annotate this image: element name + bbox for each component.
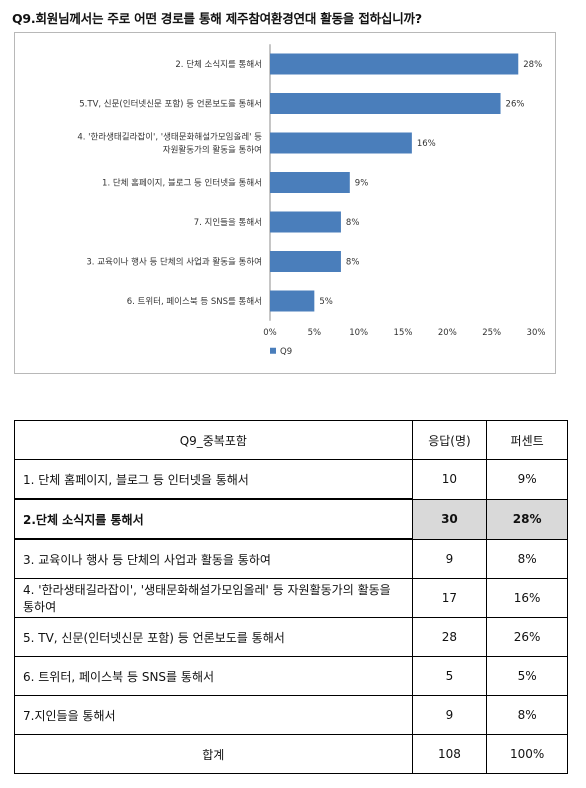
bar — [270, 290, 315, 312]
x-tick-label: 15% — [394, 328, 413, 338]
bar — [270, 172, 350, 193]
row-percent: 8% — [486, 538, 568, 579]
category-label-line: 3. 교육이나 행사 등 단체의 사업과 활동을 통하여 — [86, 257, 262, 268]
header-percent: 퍼센트 — [486, 420, 568, 460]
category-label: 2. 단체 소식지를 통해서 — [175, 59, 262, 70]
category-label-line: 1. 단체 홈페이지, 블로그 등 인터넷을 통해서 — [102, 178, 262, 189]
x-tick-label: 10% — [349, 328, 368, 338]
category-label-line: 자원활동가의 활동을 통하여 — [163, 145, 262, 156]
category-label: 3. 교육이나 행사 등 단체의 사업과 활동을 통하여 — [86, 257, 262, 268]
category-label-line: 6. 트위터, 페이스북 등 SNS를 통해서 — [127, 296, 262, 307]
bar — [270, 251, 341, 272]
bar — [270, 132, 412, 154]
table-row: 7.지인들을 통해서 9 8% — [14, 695, 568, 735]
category-label: 6. 트위터, 페이스북 등 SNS를 통해서 — [127, 296, 262, 307]
row-count: 28 — [411, 617, 488, 657]
row-count: 30 — [411, 498, 488, 540]
row-percent: 26% — [486, 617, 568, 657]
category-label: 1. 단체 홈페이지, 블로그 등 인터넷을 통해서 — [102, 178, 262, 189]
row-label: 7.지인들을 통해서 — [14, 695, 413, 735]
row-label: 3. 교육이나 행사 등 단체의 사업과 활동을 통하여 — [14, 538, 413, 579]
bar — [270, 93, 501, 114]
row-percent: 16% — [486, 578, 568, 618]
total-count: 108 — [411, 734, 488, 774]
bar — [270, 53, 519, 75]
data-table: Q9_중복포함 응답(명) 퍼센트 1. 단체 홈페이지, 블로그 등 인터넷을… — [14, 420, 568, 774]
row-label: 5. TV, 신문(인터넷신문 포함) 등 언론보도를 통해서 — [14, 617, 413, 657]
table-row: 4. '한라생태길라잡이', '생태문화해설가모임올레' 등 자원활동가의 활동… — [14, 578, 568, 618]
row-label: 6. 트위터, 페이스북 등 SNS를 통해서 — [14, 656, 413, 696]
table-header-row: Q9_중복포함 응답(명) 퍼센트 — [14, 420, 568, 460]
data-label: 16% — [417, 139, 436, 149]
row-count: 9 — [411, 538, 488, 579]
row-label: 1. 단체 홈페이지, 블로그 등 인터넷을 통해서 — [14, 459, 413, 500]
row-label: 4. '한라생태길라잡이', '생태문화해설가모임올레' 등 자원활동가의 활동… — [14, 578, 413, 618]
total-label: 합계 — [14, 734, 413, 774]
row-count: 5 — [411, 656, 488, 696]
chart-svg: 2. 단체 소식지를 통해서 28% 5.TV, 신문(인터넷신문 포함) 등 언론… — [77, 44, 546, 357]
table-row: 1. 단체 홈페이지, 블로그 등 인터넷을 통해서 10 9% — [14, 459, 568, 500]
row-count: 10 — [411, 459, 488, 500]
category-label-line: 7. 지인들을 통해서 — [194, 217, 262, 228]
x-tick-label: 5% — [308, 328, 322, 338]
row-percent: 8% — [486, 695, 568, 735]
bar-chart: 2. 단체 소식지를 통해서 28% 5.TV, 신문(인터넷신문 포함) 등 언론… — [14, 32, 556, 374]
category-label-line: 5.TV, 신문(인터넷신문 포함) 등 언론보도를 통해서 — [79, 99, 262, 110]
row-count: 9 — [411, 695, 488, 735]
table-row: 5. TV, 신문(인터넷신문 포함) 등 언론보도를 통해서 28 26% — [14, 617, 568, 657]
x-tick-label: 20% — [438, 328, 457, 338]
row-percent: 9% — [486, 459, 568, 500]
question-title: Q9.회원님께서는 주로 어떤 경로를 통해 제주참여환경연대 활동을 접하십니… — [12, 11, 422, 26]
category-label-line: 4. '한라생태길라잡이', '생태문화해설가모임올레' 등 — [77, 132, 262, 143]
table-row: 3. 교육이나 행사 등 단체의 사업과 활동을 통하여 9 8% — [14, 538, 568, 579]
data-label: 28% — [523, 60, 542, 70]
data-label: 8% — [346, 258, 360, 268]
row-count: 17 — [411, 578, 488, 618]
table-total-row: 합계 108 100% — [14, 734, 568, 774]
bar — [270, 211, 341, 233]
data-label: 26% — [506, 100, 525, 110]
category-label: 5.TV, 신문(인터넷신문 포함) 등 언론보도를 통해서 — [79, 99, 262, 110]
row-label: 2.단체 소식지를 통해서 — [14, 498, 413, 540]
row-percent: 28% — [486, 498, 568, 540]
legend-label: Q9 — [280, 347, 292, 357]
table-row: 6. 트위터, 페이스북 등 SNS를 통해서 5 5% — [14, 656, 568, 696]
data-label: 9% — [355, 179, 369, 189]
row-percent: 5% — [486, 656, 568, 696]
x-tick-label: 25% — [482, 328, 501, 338]
x-tick-label: 30% — [527, 328, 546, 338]
table-row-highlighted: 2.단체 소식지를 통해서 30 28% — [14, 498, 568, 540]
header-count: 응답(명) — [411, 420, 488, 460]
category-label-line: 2. 단체 소식지를 통해서 — [175, 59, 262, 70]
header-label: Q9_중복포함 — [14, 420, 413, 460]
legend-swatch — [270, 347, 276, 354]
data-label: 8% — [346, 218, 360, 228]
x-tick-label: 0% — [263, 328, 277, 338]
total-percent: 100% — [486, 734, 568, 774]
category-label: 7. 지인들을 통해서 — [194, 217, 262, 228]
data-label: 5% — [319, 297, 333, 307]
